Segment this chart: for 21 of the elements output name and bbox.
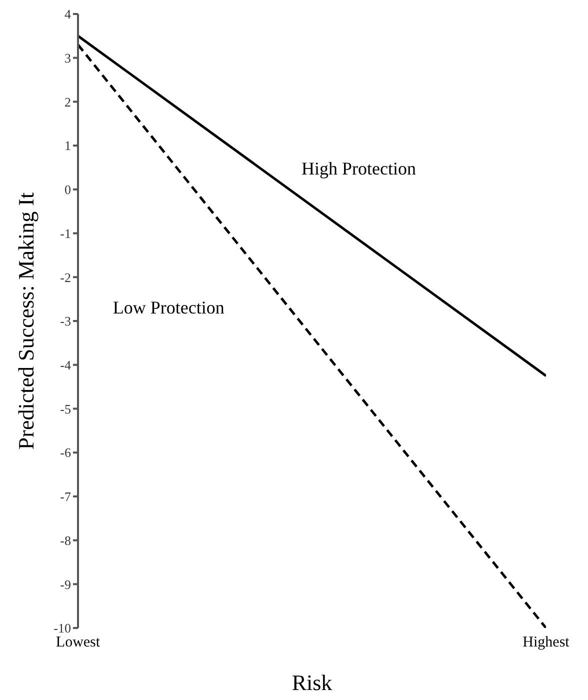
y-tick-label: -10 [54,620,71,636]
y-tick-label: 2 [64,94,71,110]
x-tick-label: Lowest [56,634,101,651]
y-tick-label: 1 [64,138,71,154]
y-tick-label: -2 [60,270,71,285]
series-label: High Protection [302,158,416,178]
x-axis-title: Risk [292,670,332,695]
y-tick-label: 3 [64,50,71,66]
y-tick-label: -7 [60,489,72,504]
y-tick-label: -4 [60,357,72,372]
y-tick-label: 4 [64,6,72,22]
y-axis-title: Predicted Success: Making It [14,192,38,450]
y-tick-label: -5 [60,401,71,416]
y-tick-label: 0 [64,182,71,198]
y-tick-label: -3 [60,314,71,329]
text: Low Protection [112,298,224,318]
y-tick-label: -1 [60,226,71,241]
y-tick-label: -6 [60,445,72,460]
x-tick-label: Highest [522,634,570,651]
y-tick-label: -8 [60,532,71,548]
y-tick-label: -9 [60,576,71,592]
